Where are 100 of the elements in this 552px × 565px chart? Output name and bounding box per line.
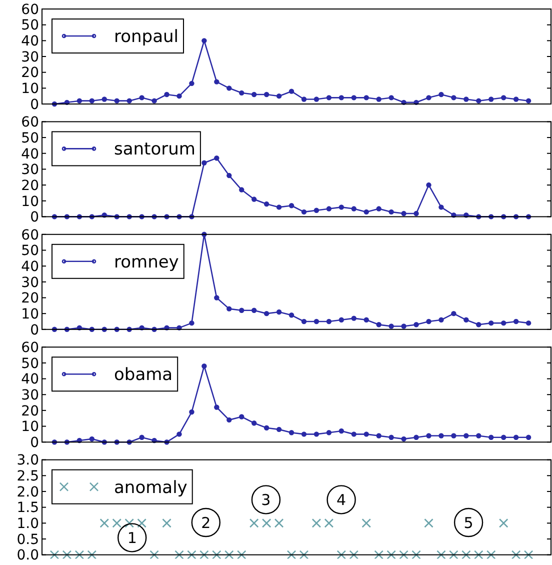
legend-label: obama	[114, 365, 173, 386]
point	[139, 95, 144, 100]
point	[176, 93, 182, 99]
point	[476, 322, 482, 328]
point	[276, 204, 282, 210]
point	[189, 320, 194, 326]
point	[164, 92, 170, 98]
point	[314, 208, 320, 213]
point	[401, 324, 406, 329]
y-tick-label: 20	[21, 178, 39, 194]
y-tick-label: 3.0	[16, 452, 39, 469]
y-tick-label: 1.0	[16, 516, 39, 532]
point	[476, 98, 482, 104]
point	[264, 310, 270, 316]
point	[314, 318, 320, 324]
point	[438, 92, 444, 98]
y-tick-label: 20	[21, 65, 39, 82]
point	[264, 201, 270, 207]
point	[488, 320, 494, 326]
y-tick-label: 0	[30, 322, 39, 338]
point	[426, 182, 432, 188]
point	[376, 433, 382, 438]
point	[326, 95, 332, 100]
y-tick-label: 60	[21, 114, 39, 131]
point	[513, 96, 519, 102]
point	[388, 324, 394, 329]
point	[326, 318, 332, 324]
y-tick-label: 20	[21, 403, 39, 420]
y-tick-label: 40	[21, 372, 39, 388]
point	[89, 436, 94, 442]
point	[276, 426, 282, 432]
point	[401, 436, 406, 442]
point	[189, 80, 194, 86]
point	[526, 98, 532, 104]
y-tick-label: 0	[30, 210, 39, 226]
y-tick-label: 0.0	[16, 548, 39, 564]
point	[526, 434, 532, 440]
point	[251, 196, 257, 202]
point	[414, 434, 419, 440]
y-tick-label: 0.5	[16, 532, 39, 548]
point	[251, 308, 257, 313]
point	[214, 295, 220, 300]
point	[276, 93, 282, 99]
point	[388, 434, 394, 440]
point	[500, 95, 506, 100]
point	[451, 95, 456, 100]
point	[301, 318, 307, 324]
y-tick-label: 10	[21, 194, 39, 210]
point	[338, 317, 344, 322]
point	[76, 98, 82, 104]
legend-label: santorum	[114, 140, 196, 160]
y-tick-label: 30	[21, 162, 39, 178]
y-tick-label: 40	[21, 146, 39, 162]
point	[488, 96, 494, 102]
point	[338, 428, 344, 434]
point	[351, 316, 356, 321]
y-tick-label: 2.5	[16, 468, 39, 485]
legend-label: ronpaul	[114, 26, 178, 47]
point	[214, 156, 220, 161]
point	[500, 320, 506, 326]
point	[89, 98, 94, 104]
point	[388, 95, 394, 100]
y-tick-label: 0	[30, 96, 39, 113]
point	[364, 95, 369, 100]
point	[438, 433, 444, 438]
point	[239, 187, 244, 192]
point	[426, 318, 432, 324]
point	[526, 320, 532, 326]
point	[451, 433, 456, 438]
point	[202, 38, 207, 44]
point	[488, 434, 494, 440]
point	[226, 86, 232, 91]
point	[251, 92, 257, 98]
y-tick-label: 10	[21, 81, 39, 98]
point	[364, 432, 369, 437]
point	[152, 98, 157, 104]
point	[376, 206, 382, 212]
point	[226, 417, 232, 423]
point	[202, 364, 207, 369]
point	[476, 433, 482, 438]
point	[414, 322, 419, 328]
point	[239, 308, 244, 313]
annotation: 3	[261, 490, 271, 509]
point	[364, 209, 369, 215]
point	[288, 88, 294, 94]
point	[464, 433, 469, 438]
point	[214, 79, 220, 84]
point	[288, 430, 294, 436]
y-tick-label: 50	[21, 130, 39, 146]
annotation: 2	[201, 514, 211, 532]
point	[401, 210, 406, 216]
point	[226, 172, 232, 178]
point	[326, 430, 332, 436]
point	[288, 203, 294, 208]
annotation: 4	[336, 490, 346, 509]
annotation: 1	[127, 528, 137, 547]
point	[176, 432, 182, 437]
point	[351, 432, 356, 437]
point	[214, 404, 220, 410]
point	[264, 425, 270, 430]
